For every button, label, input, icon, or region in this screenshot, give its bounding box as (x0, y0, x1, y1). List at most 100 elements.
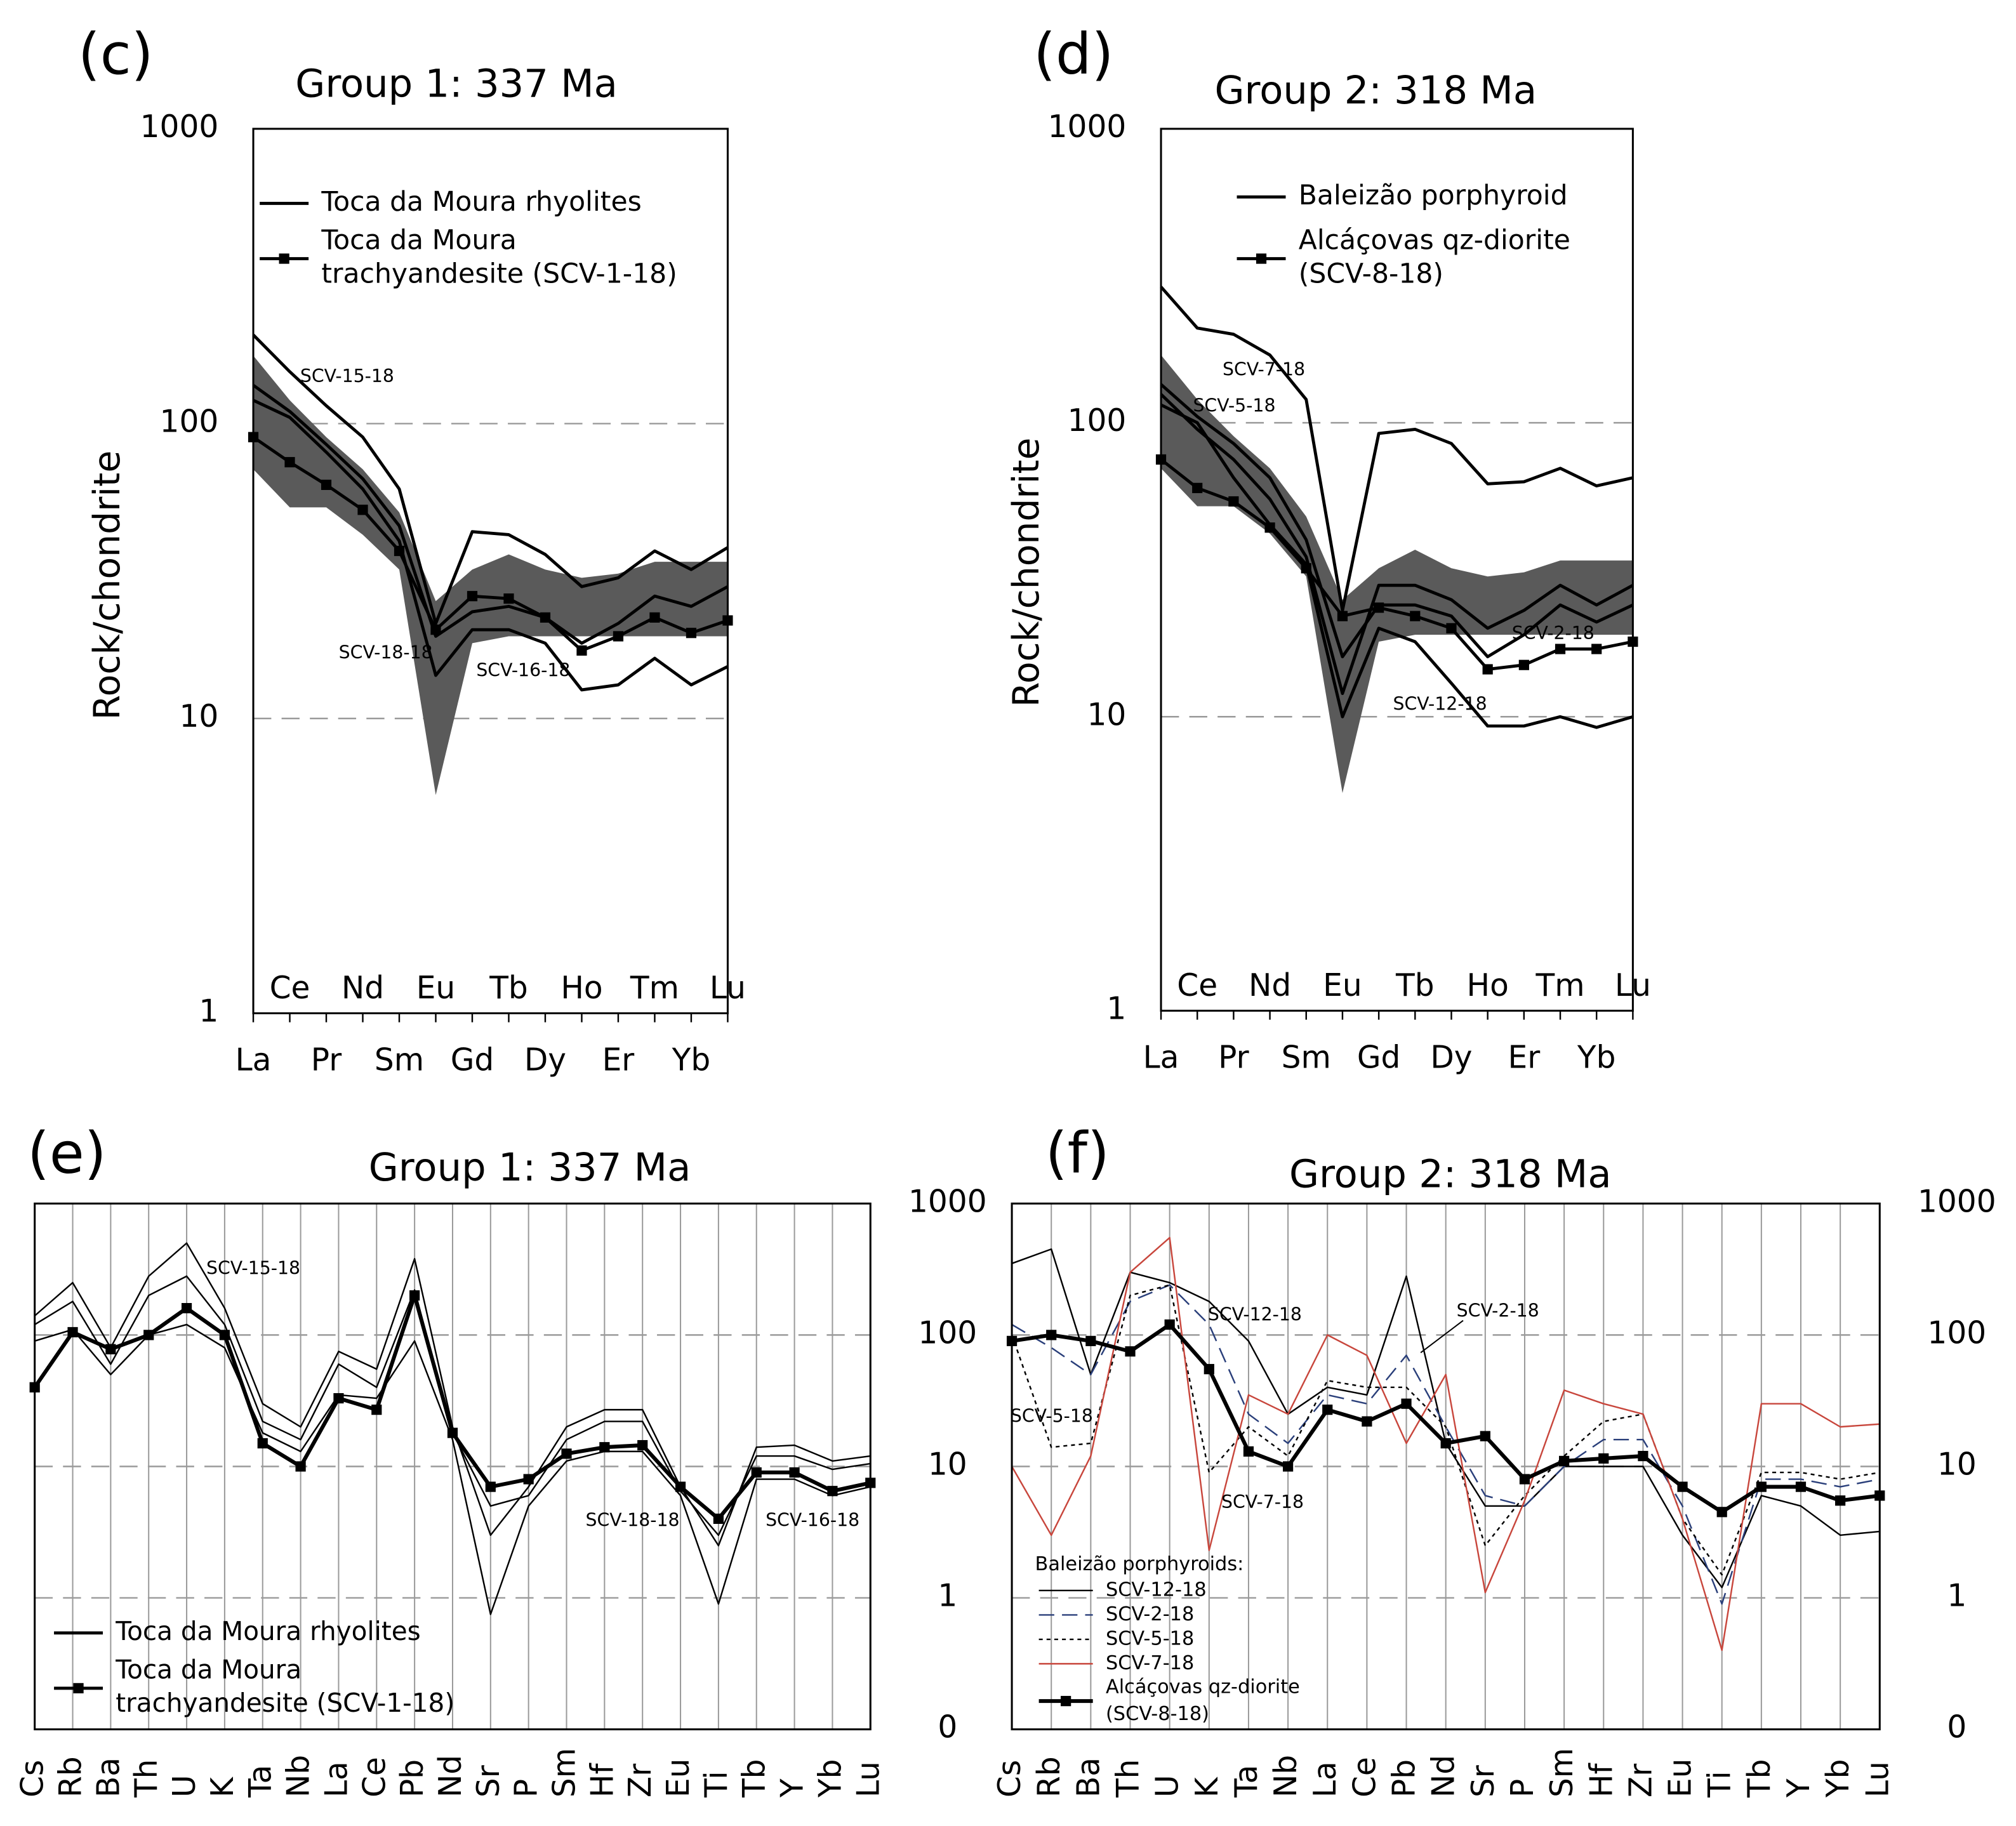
x-tick-label: Rb (53, 1756, 89, 1797)
marker (105, 1344, 116, 1354)
marker (1591, 644, 1602, 654)
x-tick-label: Zr (623, 1764, 658, 1797)
x-tick-label: Ho (560, 970, 602, 1006)
marker (1638, 1450, 1648, 1462)
marker (1480, 1431, 1490, 1441)
x-tick-label: Lu (851, 1761, 886, 1797)
marker (1046, 1330, 1057, 1340)
y-tick-label: 0 (1947, 1710, 1966, 1745)
marker (1282, 1461, 1294, 1472)
x-tick-label: La (319, 1761, 354, 1797)
series-line (252, 383, 729, 645)
marker (409, 1290, 420, 1301)
marker (1243, 1446, 1254, 1457)
series-annotation: SCV-12-18 (1393, 693, 1487, 714)
y-tick-label: 10 (928, 1446, 967, 1482)
x-tick-label: Gd (451, 1042, 494, 1078)
series-line (1011, 1284, 1880, 1605)
x-tick-label: Hf (585, 1762, 620, 1797)
series-annotation: SCV-15-18 (300, 366, 394, 387)
y-tick-label: 1000 (140, 109, 219, 145)
x-tick-label: U (1150, 1775, 1186, 1797)
x-tick-label: Tb (489, 970, 528, 1006)
y-tick-label: 10 (1937, 1446, 1977, 1482)
x-tick-label: Dy (1430, 1040, 1472, 1075)
marker (1085, 1335, 1096, 1346)
chart-title: Group 2: 318 Ma (1214, 69, 1537, 113)
series-line (34, 1323, 871, 1615)
x-tick-label: P (509, 1779, 545, 1797)
plot-frame (1160, 128, 1634, 1012)
chart-title: Group 2: 318 Ma (1289, 1152, 1612, 1196)
plot-frame (1011, 1202, 1881, 1731)
x-tick-label: Cs (992, 1760, 1028, 1797)
x-tick-label: Nd (433, 1755, 468, 1797)
x-tick-label: Tb (1395, 968, 1435, 1003)
marker (430, 625, 441, 635)
legend-label: Baleizão porphyroid (1299, 180, 1568, 211)
marker (503, 593, 514, 604)
x-tick-label: Cs (15, 1760, 51, 1797)
marker (827, 1486, 838, 1497)
marker (1559, 1455, 1570, 1467)
legend-marker (1061, 1696, 1071, 1707)
marker (357, 505, 368, 515)
x-tick-label: Nd (1249, 968, 1291, 1003)
x-tick-label: Tm (630, 970, 679, 1006)
marker (1337, 611, 1348, 621)
series-line (252, 435, 729, 652)
marker (1795, 1481, 1807, 1492)
y-tick-label: 10 (1087, 697, 1126, 732)
marker (751, 1467, 762, 1478)
marker (540, 612, 551, 623)
y-tick-label: 100 (918, 1315, 977, 1351)
marker (1228, 496, 1239, 507)
x-tick-label: Lu (1860, 1761, 1895, 1797)
marker (284, 457, 295, 468)
marker (219, 1330, 230, 1340)
series-annotation: SCV-18-18 (585, 1510, 679, 1531)
x-tick-label: Eu (1323, 968, 1362, 1003)
marker (789, 1467, 800, 1478)
x-tick-label: Tm (1535, 968, 1585, 1003)
marker (1446, 623, 1457, 633)
panel-label: (e) (27, 1121, 106, 1187)
legend-label: SCV-2-18 (1106, 1603, 1194, 1625)
legend-label: SCV-7-18 (1106, 1652, 1194, 1674)
marker (467, 591, 478, 602)
y-axis-label: Rock/chondrite (1005, 437, 1047, 707)
marker (1756, 1481, 1767, 1492)
y-tick-label: 100 (160, 404, 219, 439)
series-annotation: SCV-5-18 (1011, 1405, 1093, 1426)
series-annotation: SCV-7-18 (1221, 1492, 1304, 1512)
legend-label: (SCV-8-18) (1106, 1703, 1209, 1725)
y-tick-label: 10 (179, 699, 218, 734)
series-annotation: SCV-18-18 (339, 642, 433, 663)
x-tick-label: Ce (270, 970, 310, 1006)
x-tick-label: Yb (812, 1759, 848, 1798)
x-tick-label: Eu (661, 1759, 696, 1798)
x-tick-label: Sr (471, 1765, 507, 1797)
marker (1401, 1398, 1412, 1409)
marker (321, 479, 332, 490)
legend-marker (1256, 253, 1267, 264)
x-tick-label: Er (602, 1042, 635, 1078)
series-annotation: SCV-16-18 (476, 660, 570, 681)
x-tick-label: Sr (1466, 1765, 1501, 1797)
x-tick-label: Tb (1742, 1759, 1777, 1798)
x-tick-label: U (167, 1775, 202, 1797)
x-tick-label: Ti (1702, 1771, 1738, 1798)
marker (1482, 664, 1493, 675)
x-tick-label: Pr (1218, 1040, 1249, 1075)
marker (1264, 522, 1275, 533)
marker (1440, 1438, 1451, 1449)
x-tick-label: Nb (281, 1755, 317, 1797)
series-annotation: SCV-5-18 (1193, 395, 1275, 416)
x-tick-label: Lu (710, 970, 746, 1006)
marker (1164, 1319, 1175, 1330)
legend-marker (279, 253, 289, 264)
x-tick-label: Ce (357, 1757, 392, 1797)
x-tick-label: La (1308, 1761, 1343, 1797)
annotation-leader (1420, 1320, 1464, 1354)
